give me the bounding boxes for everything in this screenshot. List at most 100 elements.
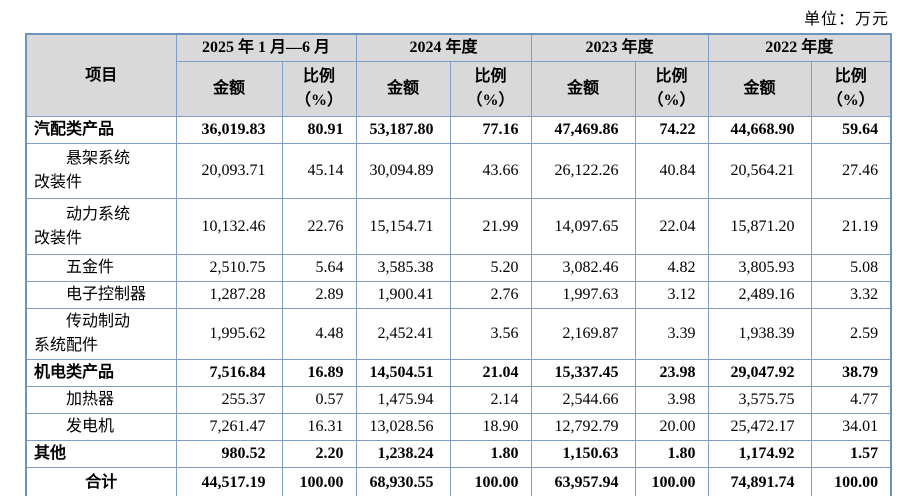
ratio-cell: 2.76 <box>449 281 532 309</box>
amount-cell: 2,452.41 <box>355 308 451 360</box>
ratio-cell: 3.12 <box>634 281 709 309</box>
amount-cell: 1,900.41 <box>355 281 451 309</box>
row-label: 五金件 <box>25 254 177 282</box>
table-row: 发电机 7,261.47 16.31 13,028.56 18.90 12,792.79 2… <box>25 413 892 441</box>
amount-cell: 47,469.86 <box>530 116 636 144</box>
row-label: 合计 <box>25 467 177 496</box>
header-amount-2023: 金额 <box>530 61 636 117</box>
ratio-cell: 18.90 <box>449 413 532 441</box>
row-label: 加热器 <box>25 386 177 414</box>
ratio-cell: 5.64 <box>281 254 357 282</box>
amount-cell: 2,510.75 <box>175 254 283 282</box>
amount-cell: 44,668.90 <box>707 116 812 144</box>
period-header-row: 项目 2025 年 1 月—6 月 2024 年度 2023 年度 2022 年… <box>25 33 892 117</box>
amount-cell: 63,957.94 <box>530 467 636 496</box>
ratio-cell: 77.16 <box>449 116 532 144</box>
ratio-cell: 3.39 <box>634 308 709 360</box>
amount-cell: 2,489.16 <box>707 281 812 309</box>
ratio-cell: 1.80 <box>449 440 532 468</box>
table-row: 传动制动 系统配件 1,995.62 4.48 2,452.41 3.56 2,169.8… <box>25 308 892 360</box>
ratio-cell: 100.00 <box>281 467 357 496</box>
ratio-cell: 21.04 <box>449 359 532 387</box>
amount-cell: 1,174.92 <box>707 440 812 468</box>
ratio-cell: 22.76 <box>281 198 357 255</box>
ratio-cell: 4.77 <box>810 386 892 414</box>
ratio-cell: 45.14 <box>281 143 357 199</box>
header-period-2025: 2025 年 1 月—6 月 <box>175 33 357 62</box>
table-row: 悬架系统 改装件 20,093.71 45.14 30,094.89 43.66 26,1… <box>25 143 892 199</box>
amount-cell: 10,132.46 <box>175 198 283 255</box>
amount-cell: 12,792.79 <box>530 413 636 441</box>
header-period-2023: 2023 年度 <box>530 33 709 62</box>
amount-cell: 1,238.24 <box>355 440 451 468</box>
amount-cell: 2,544.66 <box>530 386 636 414</box>
row-label: 电子控制器 <box>25 281 177 309</box>
ratio-cell: 27.46 <box>810 143 892 199</box>
amount-cell: 980.52 <box>175 440 283 468</box>
amount-cell: 15,871.20 <box>707 198 812 255</box>
ratio-cell: 1.57 <box>810 440 892 468</box>
row-label: 发电机 <box>25 413 177 441</box>
amount-cell: 3,805.93 <box>707 254 812 282</box>
header-period-2022: 2022 年度 <box>707 33 892 62</box>
ratio-cell: 38.79 <box>810 359 892 387</box>
unit-label: 单位：万元 <box>803 11 889 28</box>
ratio-cell: 5.20 <box>449 254 532 282</box>
ratio-cell: 100.00 <box>449 467 532 496</box>
ratio-cell: 4.48 <box>281 308 357 360</box>
ratio-cell: 23.98 <box>634 359 709 387</box>
amount-cell: 30,094.89 <box>355 143 451 199</box>
ratio-cell: 5.08 <box>810 254 892 282</box>
table-row: 汽配类产品 36,019.83 80.91 53,187.80 77.16 47,469.… <box>25 116 892 144</box>
amount-cell: 53,187.80 <box>355 116 451 144</box>
amount-cell: 36,019.83 <box>175 116 283 144</box>
amount-cell: 26,122.26 <box>530 143 636 199</box>
table-row: 加热器 255.37 0.57 1,475.94 2.14 2,544.66 3.98 3,5… <box>25 386 892 414</box>
header-amount-2024: 金额 <box>355 61 451 117</box>
amount-cell: 7,261.47 <box>175 413 283 441</box>
amount-cell: 3,575.75 <box>707 386 812 414</box>
ratio-cell: 74.22 <box>634 116 709 144</box>
amount-cell: 15,337.45 <box>530 359 636 387</box>
amount-cell: 29,047.92 <box>707 359 812 387</box>
table-row: 电子控制器 1,287.28 2.89 1,900.41 2.76 1,997.63 3.1… <box>25 281 892 309</box>
amount-cell: 20,564.21 <box>707 143 812 199</box>
amount-cell: 68,930.55 <box>355 467 451 496</box>
table-row: 机电类产品 7,516.84 16.89 14,504.51 21.04 15,337.4… <box>25 359 892 387</box>
ratio-cell: 20.00 <box>634 413 709 441</box>
row-label: 其他 <box>25 440 177 468</box>
row-label: 机电类产品 <box>25 359 177 387</box>
amount-cell: 14,504.51 <box>355 359 451 387</box>
header-period-2024: 2024 年度 <box>355 33 532 62</box>
ratio-cell: 3.98 <box>634 386 709 414</box>
ratio-cell: 0.57 <box>281 386 357 414</box>
ratio-cell: 2.20 <box>281 440 357 468</box>
row-label: 悬架系统 改装件 <box>25 143 177 199</box>
amount-cell: 3,585.38 <box>355 254 451 282</box>
header-amount-2022: 金额 <box>707 61 812 117</box>
ratio-cell: 21.99 <box>449 198 532 255</box>
ratio-cell: 2.14 <box>449 386 532 414</box>
amount-cell: 2,169.87 <box>530 308 636 360</box>
amount-cell: 15,154.71 <box>355 198 451 255</box>
revenue-breakdown-table: 项目 2025 年 1 月—6 月 2024 年度 2023 年度 2022 年… <box>25 33 893 496</box>
header-amount-2025: 金额 <box>175 61 283 117</box>
amount-cell: 1,150.63 <box>530 440 636 468</box>
ratio-cell: 43.66 <box>449 143 532 199</box>
ratio-cell: 100.00 <box>810 467 892 496</box>
amount-cell: 1,938.39 <box>707 308 812 360</box>
amount-cell: 1,475.94 <box>355 386 451 414</box>
header-ratio-2022: 比例 （%） <box>810 61 892 117</box>
measure-header-row: 金额 比例 （%） 金额 比例 （%） 金额 比例 （%） 金额 比例 （%） <box>26 61 892 117</box>
amount-cell: 3,082.46 <box>530 254 636 282</box>
table-row: 合计 44,517.19 100.00 68,930.55 100.00 63,957.9… <box>25 467 892 496</box>
amount-cell: 255.37 <box>175 386 283 414</box>
amount-cell: 1,997.63 <box>530 281 636 309</box>
ratio-cell: 1.80 <box>634 440 709 468</box>
table-body: 汽配类产品 36,019.83 80.91 53,187.80 77.16 47,469.… <box>25 116 892 496</box>
amount-cell: 14,097.65 <box>530 198 636 255</box>
amount-cell: 44,517.19 <box>175 467 283 496</box>
amount-cell: 20,093.71 <box>175 143 283 199</box>
ratio-cell: 100.00 <box>634 467 709 496</box>
ratio-cell: 2.59 <box>810 308 892 360</box>
